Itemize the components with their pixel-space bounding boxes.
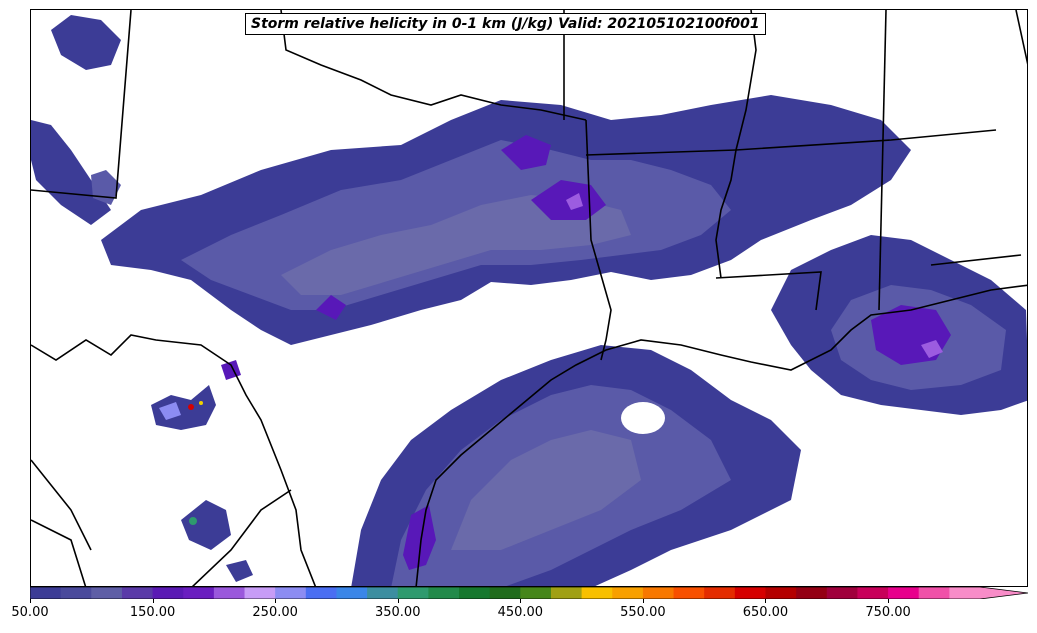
boundaries — [31, 10, 1027, 586]
west-cell-top — [51, 15, 121, 70]
colorbar-tick-label: 650.00 — [742, 605, 789, 620]
colorbar-tick-label: 50.00 — [11, 605, 49, 620]
colorbar-segment — [857, 587, 889, 599]
colorbar-segment — [397, 587, 429, 599]
colorbar-tick-label: 750.00 — [865, 605, 911, 620]
colorbar-segment — [704, 587, 736, 599]
colorbar-outline — [30, 587, 1028, 599]
colorbar-tick-label: 350.00 — [374, 605, 421, 620]
alabama-florida-line — [930, 254, 1022, 266]
mexico-border — [31, 334, 317, 586]
colorbar-segment — [91, 587, 123, 599]
colorbar-tick-mark — [642, 599, 644, 603]
west-storm-yellow — [199, 401, 203, 405]
north-band-level-150-a — [501, 135, 551, 170]
colorbar-tick-mark — [30, 599, 31, 603]
west-cell-small — [221, 360, 241, 380]
colorbar-segment — [581, 587, 613, 599]
colorbar-segment — [213, 587, 246, 599]
colorbar-segment — [918, 587, 950, 599]
colorbar-segment — [550, 587, 583, 599]
colorbar-segment — [121, 587, 154, 599]
colorbar-segment — [60, 587, 92, 599]
gulf-helicity-region — [351, 345, 801, 586]
north-band-level-150-c — [316, 295, 346, 320]
helicity-map — [31, 10, 1027, 586]
east-level-200 — [921, 340, 943, 358]
gulf-level-100 — [451, 430, 641, 550]
map-area — [30, 9, 1028, 587]
colorbar — [30, 587, 1028, 599]
colorbar-segment — [612, 587, 644, 599]
colorbar-segment — [734, 587, 766, 599]
colorbar-segment — [765, 587, 797, 599]
colorbar-segment — [826, 587, 858, 599]
mississippi-river — [715, 10, 757, 279]
colorbar-segment — [183, 587, 215, 599]
colorbar-segment — [888, 587, 920, 599]
colorbar-tick-mark — [520, 599, 522, 603]
colorbar-segment — [367, 587, 399, 599]
colorbar-segment — [30, 587, 62, 599]
colorbar-segment — [949, 587, 981, 599]
colorbar-extend-arrow — [980, 587, 1028, 599]
colorbar-segment — [275, 587, 307, 599]
east-edge-line — [1015, 10, 1027, 65]
colorbar-segment — [244, 587, 276, 599]
colorbar-segment — [305, 587, 337, 599]
colorbar-tick-label: 450.00 — [497, 605, 544, 620]
coastal-level-150 — [403, 505, 436, 570]
map-title: Storm relative helicity in 0-1 km (J/kg)… — [245, 13, 766, 35]
north-band-level-100 — [281, 195, 631, 295]
colorbar-tick-mark — [397, 599, 399, 603]
west-cell-south-core — [189, 517, 197, 525]
east-helicity-cluster — [771, 235, 1027, 415]
colorbar-tick-mark — [888, 599, 890, 603]
west-cell-bottom — [226, 560, 253, 582]
gulf-clear-hole — [621, 402, 665, 434]
colorbar-segment — [520, 587, 552, 599]
colorbar-segment — [428, 587, 460, 599]
colorbar-segment — [152, 587, 184, 599]
colorbar-segment — [336, 587, 368, 599]
gulf-coastline — [415, 284, 1027, 586]
colorbar-segment — [642, 587, 675, 599]
louisiana-mississippi-line — [715, 271, 822, 311]
texas-louisiana-line — [585, 119, 612, 361]
colorbar-tick-label: 150.00 — [129, 605, 176, 620]
west-storm-red — [188, 404, 194, 410]
mexico-state-lines — [31, 459, 292, 586]
colorbar-segment — [796, 587, 828, 599]
north-band-level-200 — [566, 193, 583, 210]
state-line-panhandle-west — [31, 10, 132, 199]
west-cell-south — [181, 500, 231, 550]
colorbar-segment — [489, 587, 521, 599]
northern-helicity-band — [101, 95, 911, 345]
colorbar-tick-mark — [275, 599, 277, 603]
colorbar-segment — [673, 587, 705, 599]
west-cell-mid — [31, 120, 111, 225]
colorbar-tick-mark — [765, 599, 767, 603]
colorbar-tick-mark — [152, 599, 154, 603]
arkansas-louisiana-line — [585, 149, 737, 156]
colorbar-tick-label: 250.00 — [252, 605, 298, 620]
mississippi-alabama-line — [878, 10, 887, 311]
west-storm-core — [159, 402, 181, 420]
colorbar-segment — [459, 587, 491, 599]
tennessee-line — [735, 129, 997, 151]
colorbar-tick-label: 550.00 — [620, 605, 666, 620]
red-river-boundary — [280, 10, 587, 121]
west-cells — [31, 15, 253, 582]
